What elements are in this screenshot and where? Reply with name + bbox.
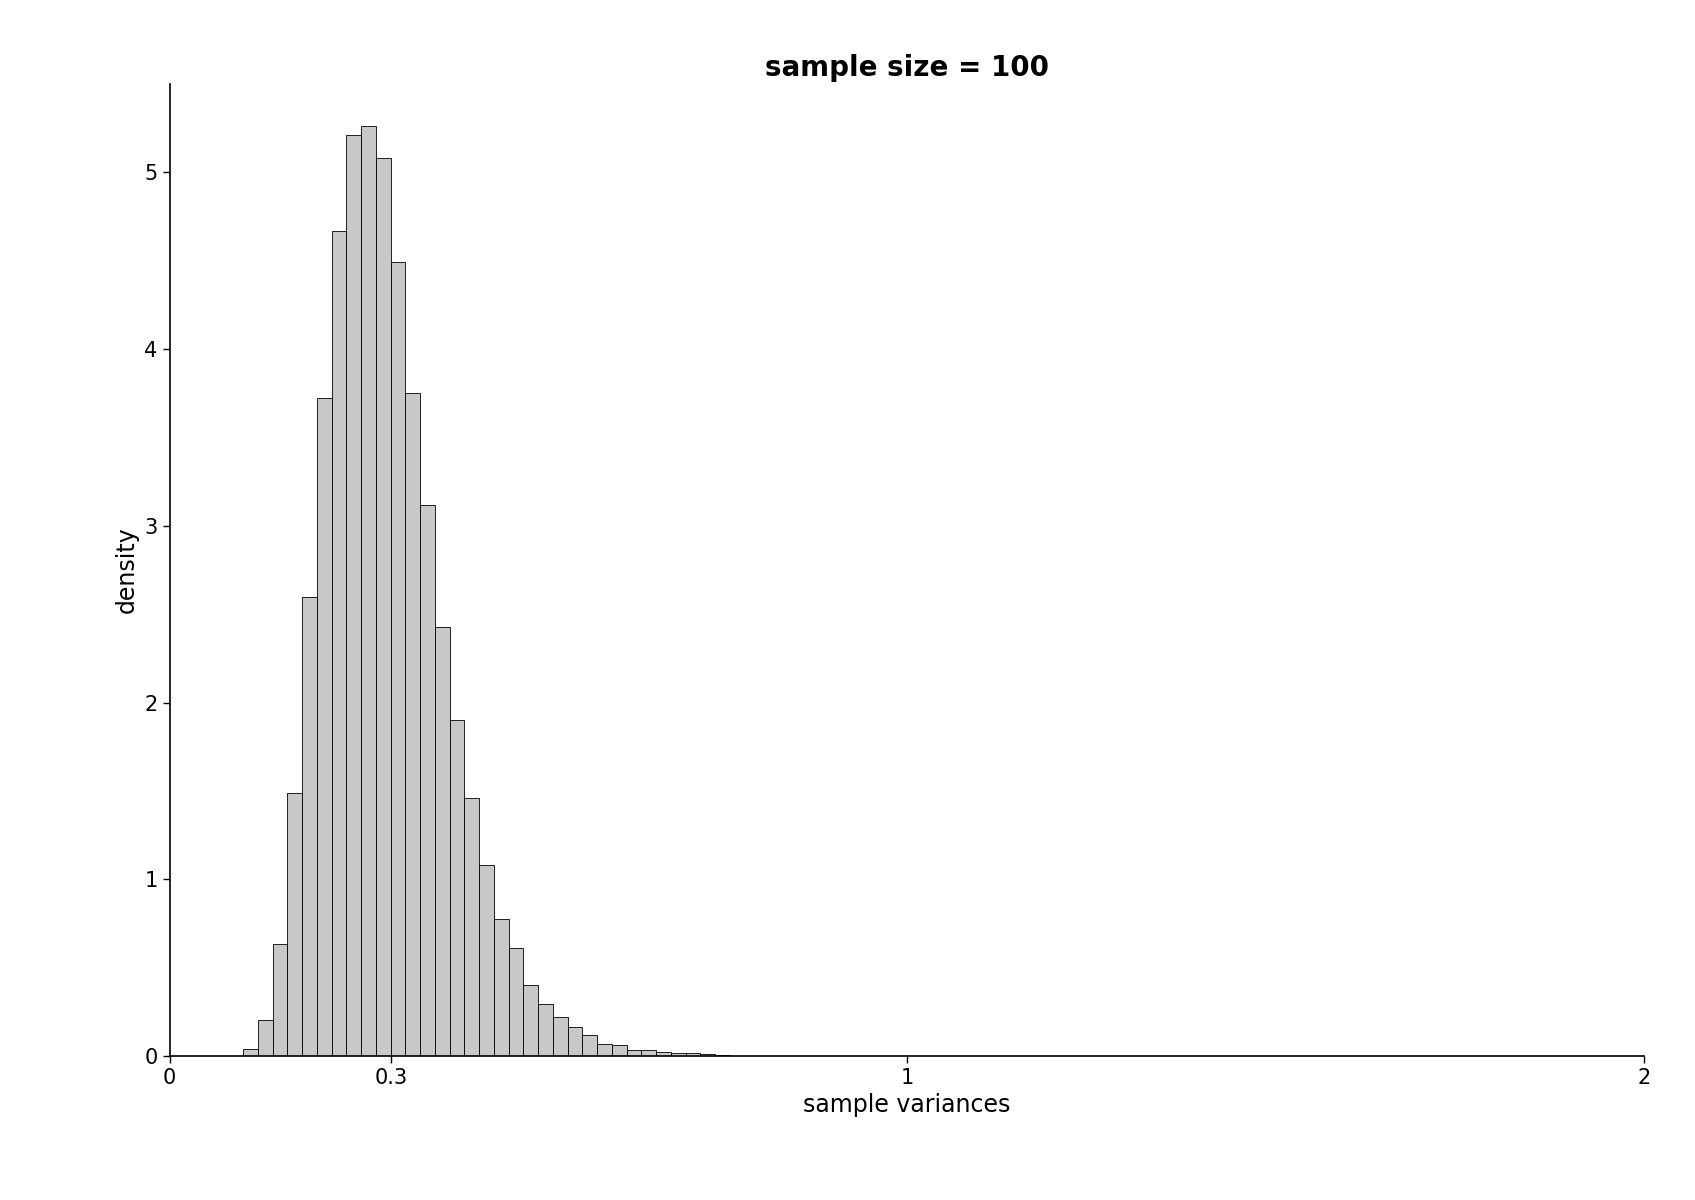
Bar xyxy=(597,1044,612,1056)
Bar xyxy=(568,1027,583,1056)
Bar xyxy=(508,948,524,1056)
Bar xyxy=(627,1050,641,1056)
Bar xyxy=(700,1054,715,1056)
Bar xyxy=(553,1018,568,1056)
Bar xyxy=(464,798,480,1056)
Bar xyxy=(288,793,302,1056)
Bar xyxy=(346,136,361,1056)
Bar xyxy=(583,1034,597,1056)
Bar xyxy=(332,232,346,1056)
Bar xyxy=(524,985,537,1056)
Bar xyxy=(390,263,405,1056)
Bar xyxy=(302,596,317,1056)
Bar xyxy=(405,394,420,1056)
Bar xyxy=(317,398,332,1056)
Bar xyxy=(436,628,449,1056)
Bar xyxy=(671,1054,685,1056)
Bar xyxy=(258,1020,273,1056)
Bar xyxy=(376,157,390,1056)
Bar xyxy=(480,865,493,1056)
Bar xyxy=(612,1045,627,1056)
Bar xyxy=(537,1004,553,1056)
Bar xyxy=(685,1054,700,1056)
Title: sample size = 100: sample size = 100 xyxy=(764,54,1049,82)
X-axis label: sample variances: sample variances xyxy=(803,1093,1010,1117)
Bar xyxy=(656,1052,671,1056)
Bar xyxy=(361,126,376,1056)
Y-axis label: density: density xyxy=(115,527,139,613)
Bar xyxy=(449,720,464,1056)
Bar xyxy=(420,505,436,1056)
Bar xyxy=(273,944,288,1056)
Bar xyxy=(641,1050,656,1056)
Bar xyxy=(244,1049,258,1056)
Bar xyxy=(493,919,508,1056)
